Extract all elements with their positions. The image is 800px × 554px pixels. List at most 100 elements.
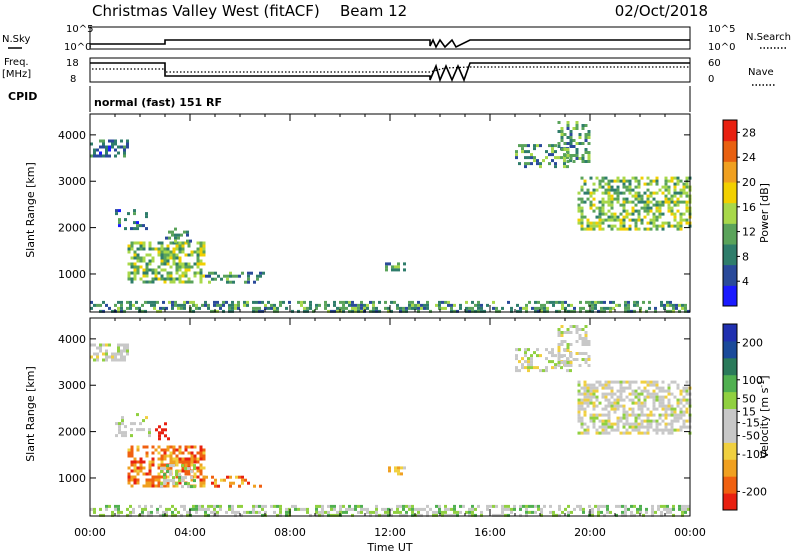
velocity-cell (468, 507, 471, 511)
velocity-cell (684, 504, 687, 508)
velocity-cell (420, 513, 423, 517)
power-cell (118, 209, 121, 213)
velocity-cell (655, 419, 659, 423)
velocity-cell (172, 479, 175, 483)
power-cell (105, 303, 108, 307)
velocity-cell (318, 510, 321, 514)
power-cell (291, 309, 294, 313)
velocity-cell (99, 513, 102, 517)
power-cell (183, 300, 186, 304)
power-cell (539, 165, 542, 169)
power-cell (273, 309, 276, 313)
velocity-cell (621, 510, 624, 514)
velocity-cell (330, 507, 333, 511)
power-cell (241, 271, 244, 275)
power-cell (133, 271, 137, 275)
power-cell (303, 300, 306, 304)
power-cell (168, 300, 171, 304)
velocity-cell (667, 389, 671, 393)
power-cell (577, 221, 581, 225)
power-cell (169, 265, 173, 269)
velocity-cell (477, 504, 480, 508)
power-cell (598, 218, 602, 222)
power-cell (118, 221, 121, 225)
velocity-cell (375, 507, 378, 511)
velocity-cell (90, 355, 93, 359)
velocity-cell (130, 478, 134, 482)
power-cell (587, 133, 591, 136)
power-cell (624, 303, 627, 307)
velocity-cell (178, 457, 182, 461)
power-cell (652, 212, 656, 216)
power-cell (201, 303, 204, 307)
power-cell (577, 209, 581, 213)
velocity-cell (687, 504, 690, 508)
power-cell (518, 144, 521, 148)
time-tick-label: 12:00 (374, 526, 406, 539)
velocity-cell (524, 354, 527, 358)
power-cell (643, 203, 647, 207)
velocity-cell (193, 472, 197, 476)
velocity-cell (569, 355, 573, 358)
power-cell (444, 306, 447, 310)
velocity-cell (567, 504, 570, 508)
power-cell (570, 303, 573, 307)
velocity-cell (613, 407, 617, 411)
velocity-cell (160, 457, 164, 461)
power-cell (628, 218, 632, 222)
power-cell (279, 303, 282, 307)
power-cell (682, 212, 686, 216)
velocity-cell (580, 416, 584, 420)
velocity-cell (634, 425, 638, 429)
power-cell (232, 274, 235, 278)
power-cell (160, 247, 164, 251)
velocity-cell (195, 504, 198, 508)
velocity-cell (175, 463, 179, 467)
velocity-cell (309, 513, 312, 517)
power-cell (557, 145, 561, 148)
velocity-cell (569, 343, 573, 346)
velocity-cell (527, 348, 530, 352)
velocity-cell (607, 416, 611, 420)
power-cell (96, 154, 99, 158)
power-cell (426, 300, 429, 304)
velocity-cell (651, 504, 654, 508)
velocity-cell (154, 475, 158, 479)
power-cell (587, 157, 591, 160)
velocity-cell (411, 510, 414, 514)
power-cell (575, 127, 579, 130)
power-cell (581, 142, 585, 145)
velocity-cell (580, 431, 584, 435)
velocity-cell (297, 507, 300, 511)
power-cell (178, 262, 182, 266)
power-cell (583, 200, 587, 204)
velocity-cell (181, 460, 185, 464)
power-cell (566, 160, 570, 163)
velocity-cell (598, 413, 602, 417)
power-cell (575, 151, 579, 154)
power-cell (655, 209, 659, 213)
velocity-cell (99, 343, 102, 347)
velocity-cell (666, 504, 669, 508)
power-cell (616, 179, 620, 183)
velocity-cell (595, 380, 599, 384)
velocity-cell (93, 358, 96, 362)
power-cell (123, 148, 126, 152)
power-cell (108, 145, 111, 149)
velocity-cell (411, 507, 414, 511)
velocity-cell (145, 445, 149, 449)
power-cell (527, 144, 530, 148)
velocity-cell (318, 513, 321, 517)
power-cell (586, 197, 590, 201)
power-cell (447, 300, 450, 304)
velocity-cell (551, 351, 554, 355)
power-cell (136, 227, 139, 231)
power-cell (187, 262, 191, 266)
velocity-cell (597, 513, 600, 517)
power-cell (154, 277, 158, 281)
velocity-cell (166, 448, 170, 452)
power-cell (685, 203, 689, 207)
velocity-cell (667, 398, 671, 402)
velocity-cell (130, 469, 134, 473)
velocity-cell (136, 481, 140, 485)
